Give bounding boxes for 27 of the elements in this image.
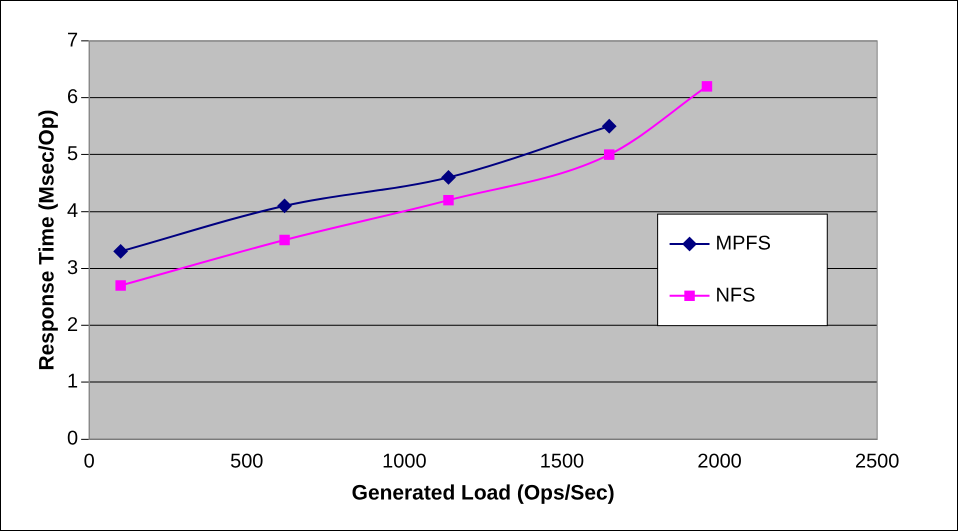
y-tick-label: 3 bbox=[67, 256, 78, 279]
x-tick-label: 2000 bbox=[697, 450, 742, 473]
point bbox=[278, 198, 292, 213]
legend-label: NFS bbox=[716, 284, 756, 306]
y-tick-label: 7 bbox=[67, 29, 78, 52]
x-tick-label: 0 bbox=[84, 450, 95, 473]
legend-label: MPFS bbox=[716, 232, 771, 254]
x-tick-label: 1000 bbox=[382, 450, 427, 473]
point bbox=[702, 81, 712, 92]
x-tick-label: 1500 bbox=[540, 450, 584, 473]
y-tick-label: 4 bbox=[67, 200, 78, 222]
point bbox=[441, 170, 456, 184]
x-axis-title: Generated Load (Ops/Sec) bbox=[352, 481, 615, 504]
y-tick-label: 2 bbox=[67, 314, 78, 336]
y-tick-label: 5 bbox=[67, 143, 78, 166]
point bbox=[279, 234, 290, 246]
point bbox=[115, 280, 126, 291]
y-tick-label: 1 bbox=[67, 370, 78, 393]
point bbox=[443, 194, 454, 206]
point bbox=[604, 149, 614, 160]
point bbox=[602, 119, 616, 134]
y-tick-label: 0 bbox=[67, 428, 78, 450]
x-tick-label: 500 bbox=[230, 450, 264, 473]
y-tick-label: 6 bbox=[67, 86, 78, 108]
x-tick-label: 2500 bbox=[854, 450, 900, 473]
point bbox=[114, 244, 128, 258]
y-axis-title: Response Time (Msec/Op) bbox=[35, 109, 58, 370]
